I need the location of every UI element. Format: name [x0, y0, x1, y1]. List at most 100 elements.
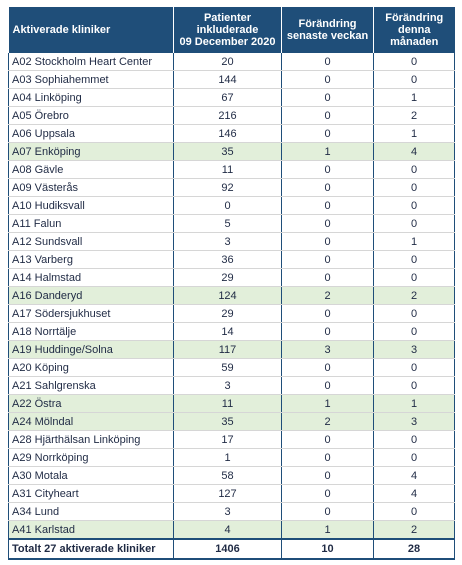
- week-change: 0: [281, 448, 374, 467]
- week-change: 0: [281, 232, 374, 251]
- month-change: 0: [373, 448, 455, 467]
- month-change: 0: [373, 196, 455, 215]
- clinic-name: A04 Linköping: [8, 88, 174, 107]
- month-change: 0: [373, 250, 455, 269]
- week-change: 0: [281, 70, 374, 89]
- week-change: 0: [281, 250, 374, 269]
- clinic-name: A18 Norrtälje: [8, 322, 174, 341]
- month-change: 0: [373, 430, 455, 449]
- table-row: A19 Huddinge/Solna 117 3 3: [8, 340, 455, 359]
- patients-count: 3: [173, 502, 282, 521]
- week-change: 0: [281, 502, 374, 521]
- table-row: A11 Falun 5 0 0: [8, 214, 455, 233]
- month-change: 0: [373, 502, 455, 521]
- week-change: 0: [281, 484, 374, 503]
- week-change: 0: [281, 160, 374, 179]
- patients-count: 3: [173, 376, 282, 395]
- month-change: 0: [373, 268, 455, 287]
- month-change: 0: [373, 304, 455, 323]
- clinic-name: A14 Halmstad: [8, 268, 174, 287]
- week-change: 0: [281, 358, 374, 377]
- patients-count: 3: [173, 232, 282, 251]
- patients-count: 20: [173, 53, 282, 71]
- table-row: A16 Danderyd 124 2 2: [8, 286, 455, 305]
- week-change: 0: [281, 268, 374, 287]
- clinic-name: A03 Sophiahemmet: [8, 70, 174, 89]
- patients-count: 58: [173, 466, 282, 485]
- header-clinics: Aktiverade kliniker: [8, 7, 174, 53]
- table-row: A29 Norrköping 1 0 0: [8, 448, 455, 467]
- month-change: 4: [373, 466, 455, 485]
- clinic-name: A12 Sundsvall: [8, 232, 174, 251]
- week-change: 0: [281, 322, 374, 341]
- clinic-name: A02 Stockholm Heart Center: [8, 53, 174, 71]
- month-change: 0: [373, 376, 455, 395]
- month-change: 0: [373, 358, 455, 377]
- week-change: 0: [281, 466, 374, 485]
- table-row: A28 Hjärthälsan Linköping 17 0 0: [8, 430, 455, 449]
- table-row: A21 Sahlgrenska 3 0 0: [8, 376, 455, 395]
- clinic-name: A30 Motala: [8, 466, 174, 485]
- patients-count: 146: [173, 124, 282, 143]
- clinic-name: A07 Enköping: [8, 142, 174, 161]
- clinic-name: A31 Cityheart: [8, 484, 174, 503]
- clinic-name: A19 Huddinge/Solna: [8, 340, 174, 359]
- table-row: A03 Sophiahemmet 144 0 0: [8, 70, 455, 89]
- clinic-name: A10 Hudiksvall: [8, 196, 174, 215]
- month-change: 3: [373, 412, 455, 431]
- month-change: 1: [373, 88, 455, 107]
- patients-count: 92: [173, 178, 282, 197]
- table-row: A18 Norrtälje 14 0 0: [8, 322, 455, 341]
- week-change: 0: [281, 106, 374, 125]
- patients-count: 216: [173, 106, 282, 125]
- clinic-name: A28 Hjärthälsan Linköping: [8, 430, 174, 449]
- total-label: Totalt 27 aktiverade kliniker: [8, 538, 174, 560]
- table-row: A41 Karlstad 4 1 2: [8, 520, 455, 540]
- table-row: A14 Halmstad 29 0 0: [8, 268, 455, 287]
- table-row: A12 Sundsvall 3 0 1: [8, 232, 455, 251]
- week-change: 1: [281, 142, 374, 161]
- total-month: 28: [373, 538, 455, 560]
- table-row: A31 Cityheart 127 0 4: [8, 484, 455, 503]
- patients-count: 29: [173, 268, 282, 287]
- month-change: 0: [373, 322, 455, 341]
- patients-count: 35: [173, 142, 282, 161]
- clinic-name: A13 Varberg: [8, 250, 174, 269]
- table-row: A22 Östra 11 1 1: [8, 394, 455, 413]
- clinic-name: A09 Västerås: [8, 178, 174, 197]
- week-change: 3: [281, 340, 374, 359]
- clinic-name: A08 Gävle: [8, 160, 174, 179]
- clinic-name: A16 Danderyd: [8, 286, 174, 305]
- table-row: A02 Stockholm Heart Center 20 0 0: [8, 53, 455, 71]
- patients-count: 29: [173, 304, 282, 323]
- patients-count: 59: [173, 358, 282, 377]
- clinic-name: A34 Lund: [8, 502, 174, 521]
- month-change: 1: [373, 232, 455, 251]
- week-change: 0: [281, 430, 374, 449]
- patients-count: 36: [173, 250, 282, 269]
- total-patients: 1406: [173, 538, 282, 560]
- clinic-name: A29 Norrköping: [8, 448, 174, 467]
- month-change: 1: [373, 394, 455, 413]
- header-row: Aktiverade kliniker Patienter inkluderade…: [8, 7, 455, 53]
- table-row: A24 Mölndal 35 2 3: [8, 412, 455, 431]
- patients-count: 67: [173, 88, 282, 107]
- table-row: A08 Gävle 11 0 0: [8, 160, 455, 179]
- clinic-name: A06 Uppsala: [8, 124, 174, 143]
- week-change: 0: [281, 196, 374, 215]
- clinic-name: A17 Södersjukhuset: [8, 304, 174, 323]
- table-row: A30 Motala 58 0 4: [8, 466, 455, 485]
- patients-count: 124: [173, 286, 282, 305]
- patients-count: 11: [173, 160, 282, 179]
- header-week-change: Förändring senaste veckan: [281, 7, 374, 53]
- month-change: 2: [373, 286, 455, 305]
- patients-count: 14: [173, 322, 282, 341]
- table-row: A07 Enköping 35 1 4: [8, 142, 455, 161]
- month-change: 0: [373, 53, 455, 71]
- month-change: 0: [373, 214, 455, 233]
- week-change: 1: [281, 520, 374, 540]
- patients-count: 144: [173, 70, 282, 89]
- week-change: 2: [281, 412, 374, 431]
- month-change: 4: [373, 142, 455, 161]
- month-change: 2: [373, 520, 455, 540]
